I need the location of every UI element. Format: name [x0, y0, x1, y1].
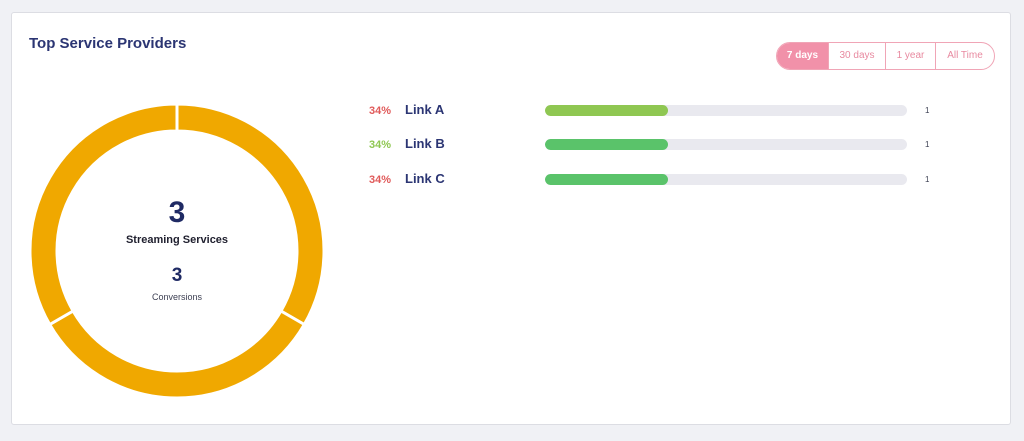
- provider-bar-fill: [545, 105, 669, 116]
- provider-count: 1: [925, 175, 930, 184]
- range-all-time-button[interactable]: All Time: [935, 43, 994, 69]
- provider-link-name[interactable]: Link C: [405, 171, 445, 186]
- range-30-days-button[interactable]: 30 days: [828, 43, 885, 69]
- streaming-services-donut: [30, 104, 324, 398]
- donut-segment: [47, 308, 307, 398]
- provider-link-name[interactable]: Link B: [405, 136, 445, 151]
- provider-percent: 34%: [369, 174, 392, 186]
- time-range-selector: 7 days 30 days 1 year All Time: [776, 42, 995, 70]
- provider-percent: 34%: [369, 105, 392, 117]
- conversions-label: Conversions: [151, 292, 203, 302]
- provider-row: 34% Link A 1: [369, 101, 949, 121]
- provider-link-name[interactable]: Link A: [405, 102, 445, 117]
- provider-bar-track: [545, 174, 907, 185]
- conversions-total: 3: [171, 265, 183, 286]
- card-title: Top Service Providers: [29, 35, 187, 52]
- provider-count: 1: [925, 106, 930, 115]
- provider-bar-fill: [545, 174, 669, 185]
- donut-segment: [30, 104, 179, 327]
- provider-row: 34% Link B 1: [369, 135, 949, 155]
- range-7-days-button[interactable]: 7 days: [777, 43, 828, 69]
- services-label: Streaming Services: [125, 234, 229, 246]
- provider-count: 1: [925, 140, 930, 149]
- range-1-year-button[interactable]: 1 year: [885, 43, 935, 69]
- top-service-providers-card: Top Service Providers 7 days 30 days 1 y…: [11, 12, 1011, 425]
- provider-row: 34% Link C 1: [369, 170, 949, 190]
- provider-percent: 34%: [369, 139, 392, 151]
- provider-bar-fill: [545, 139, 669, 150]
- provider-bar-track: [545, 105, 907, 116]
- services-total: 3: [168, 196, 186, 229]
- provider-bar-track: [545, 139, 907, 150]
